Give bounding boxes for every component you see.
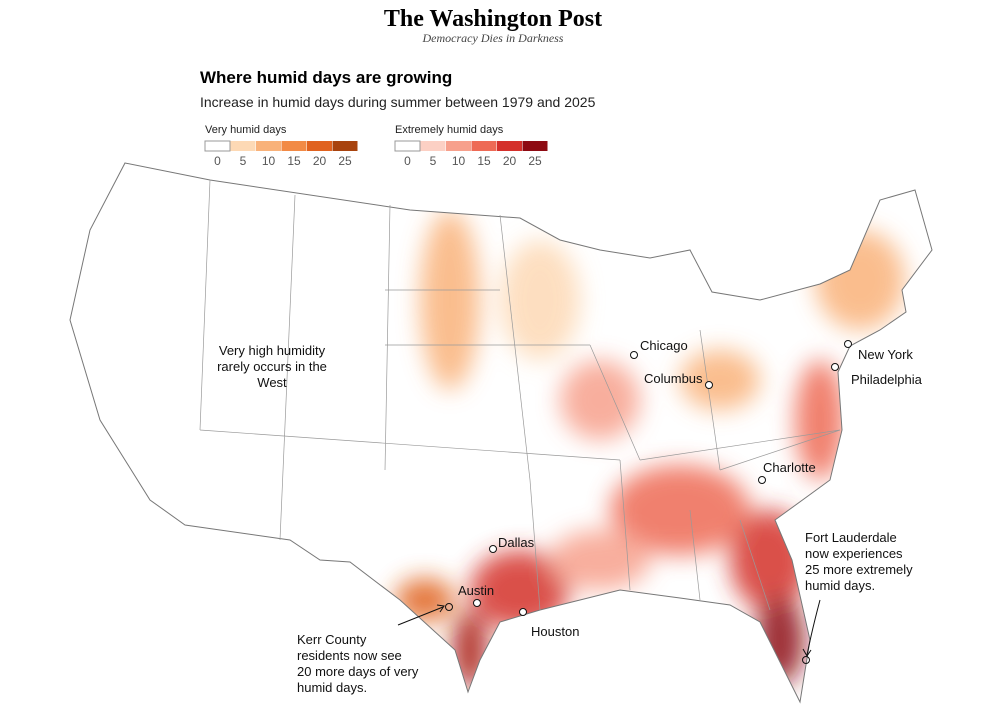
- legend-swatch: [522, 141, 548, 151]
- legend-swatch: [307, 141, 332, 151]
- legend-tick-label: 15: [477, 154, 491, 168]
- annotation-line: Very high humidity: [219, 343, 326, 358]
- annotation-arrows: [397, 599, 821, 664]
- city-marker: [630, 351, 638, 359]
- legend-swatch: [230, 141, 256, 151]
- city-marker: [489, 545, 497, 553]
- legend-tick-label: 10: [452, 154, 466, 168]
- state-borders: [199, 179, 841, 611]
- annotation-line: 25 more extremely: [805, 562, 913, 577]
- legend-swatch: [204, 140, 231, 152]
- legend-swatch: [256, 141, 281, 151]
- legend-tick-label: 25: [338, 154, 352, 168]
- heat-layer: [395, 210, 905, 690]
- legend-swatch: [332, 141, 358, 151]
- legend-swatch: [446, 141, 471, 151]
- cities: Chicago Columbus New York Philadelphia Charl…: [458, 338, 923, 639]
- city-label: Chicago: [640, 338, 688, 353]
- masthead: The Washington Post: [384, 6, 602, 32]
- legend-swatch: [394, 140, 421, 152]
- subtitle: Increase in humid days during summer bet…: [200, 94, 596, 110]
- annotation-line: humid days.: [297, 680, 367, 695]
- legend-tick-label: 5: [430, 154, 437, 168]
- city-marker: [473, 599, 481, 607]
- annotation-line: now experiences: [805, 546, 903, 561]
- city-marker: [519, 608, 527, 616]
- legend-tick-label: 20: [503, 154, 517, 168]
- legend-name: Very humid days: [205, 124, 287, 136]
- city-marker: [844, 340, 852, 348]
- legend-tick-label: 0: [404, 154, 411, 168]
- legend-tick-label: 5: [240, 154, 247, 168]
- legend-tick-label: 25: [528, 154, 542, 168]
- annotation-line: 20 more days of very: [297, 664, 419, 679]
- annotation-line: Fort Lauderdale: [805, 530, 897, 545]
- city-marker: [758, 476, 766, 484]
- legend-tick-label: 10: [262, 154, 276, 168]
- legend-name: Extremely humid days: [395, 124, 504, 136]
- annotation-line: humid days.: [805, 578, 875, 593]
- title: Where humid days are growing: [200, 68, 452, 87]
- city-label: Austin: [458, 583, 494, 598]
- legend-tick-label: 20: [313, 154, 327, 168]
- legend-swatch: [420, 141, 446, 151]
- city-label: Dallas: [498, 535, 535, 550]
- annotation-line: Kerr County: [297, 632, 367, 647]
- annotation-line: residents now see: [297, 648, 402, 663]
- city-marker: [705, 381, 713, 389]
- legend-tick-label: 15: [287, 154, 301, 168]
- city-label: Charlotte: [763, 460, 816, 475]
- legend: Very humid days 0 5 10 15 20 25 Extremely humid…: [204, 124, 548, 168]
- legend-swatch: [471, 141, 497, 151]
- city-label: Columbus: [644, 371, 703, 386]
- legend-swatch: [497, 141, 522, 151]
- legend-swatch: [281, 141, 307, 151]
- city-label: Houston: [531, 624, 579, 639]
- legend-tick-label: 0: [214, 154, 221, 168]
- annotation-line: rarely occurs in the: [217, 359, 327, 374]
- tagline: Democracy Dies in Darkness: [422, 31, 564, 45]
- city-label: New York: [858, 347, 913, 362]
- city-label: Philadelphia: [851, 372, 923, 387]
- city-marker: [831, 363, 839, 371]
- annotation-line: West: [257, 375, 287, 390]
